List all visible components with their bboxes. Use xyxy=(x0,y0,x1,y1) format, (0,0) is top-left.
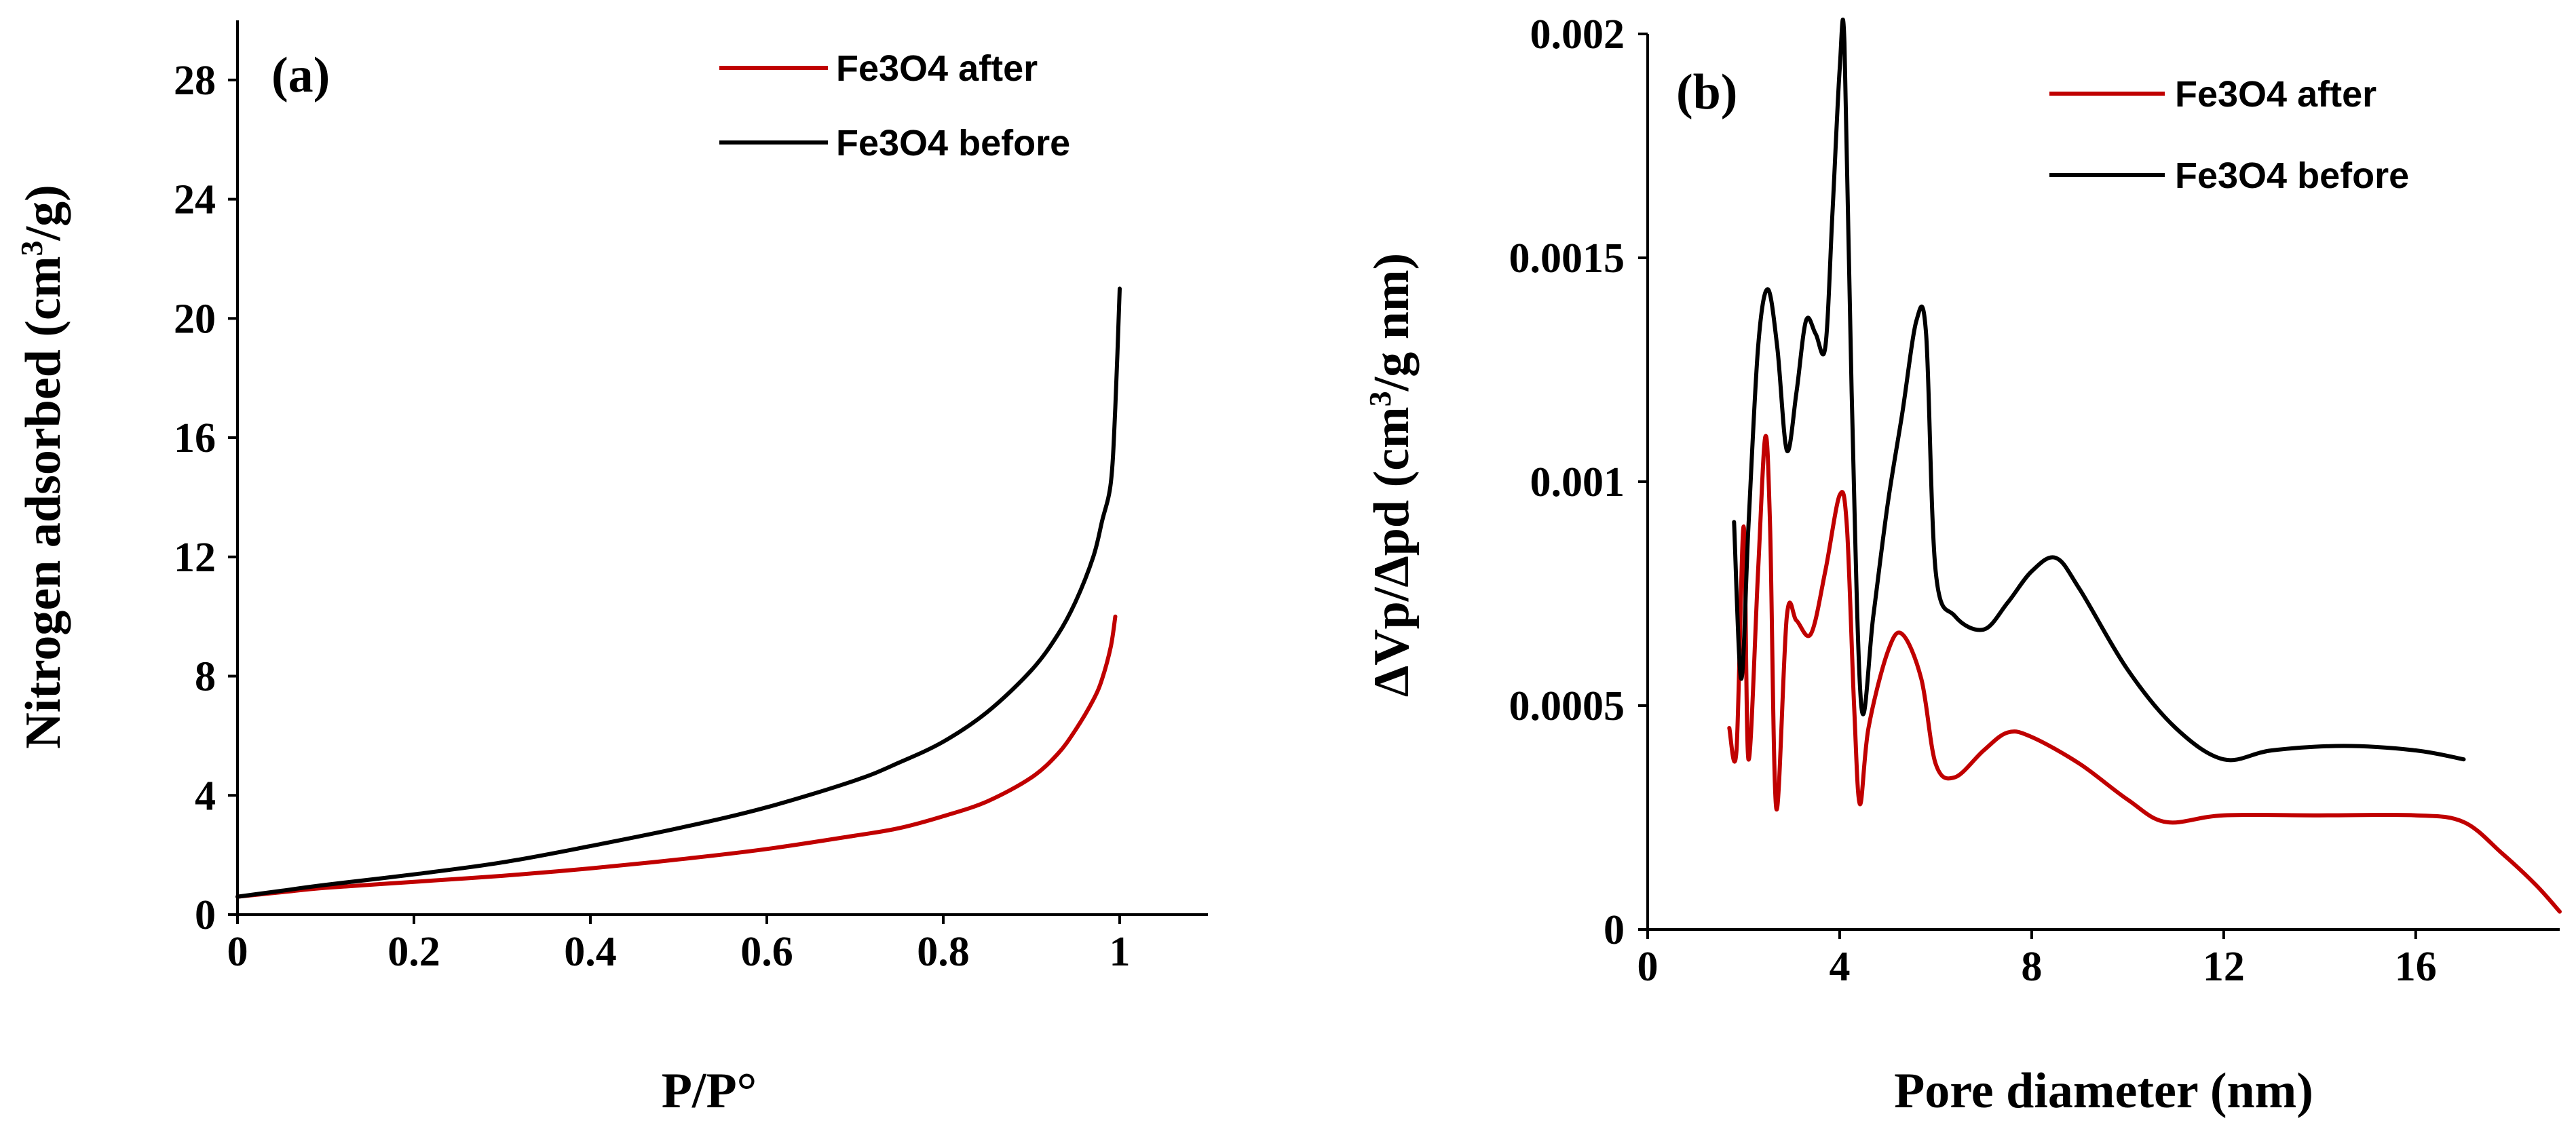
panel-a-x-tick-label: 0.2 xyxy=(387,929,440,975)
panel-a-y-tick-label: 4 xyxy=(195,773,216,819)
panel-a-legend-after: Fe3O4 after xyxy=(836,48,1038,89)
panel-b-y-tick-label: 0.0015 xyxy=(1509,235,1625,282)
panel-a-y-tick-label: 12 xyxy=(174,535,216,581)
panel-a-x-title: P/P° xyxy=(662,1063,757,1119)
panel-b-y-tick-label: 0 xyxy=(1604,907,1625,953)
panel-b-y-title: ΔVp/Δpd (cm3/g nm) xyxy=(1363,253,1420,697)
panel-a-y-tick-label: 28 xyxy=(174,58,216,104)
panel-b-x-tick-label: 4 xyxy=(1829,944,1850,990)
panel-b-legend-after: Fe3O4 after xyxy=(2175,74,2376,115)
panel-a-x-tick-label: 0.8 xyxy=(917,929,970,975)
panel-a-series-before xyxy=(235,286,1122,899)
panel-b-label: (b) xyxy=(1676,64,1737,120)
panel-a-x-tick-label: 0 xyxy=(227,929,248,975)
panel-a-y-tick-label: 24 xyxy=(174,177,216,223)
panel-a-y-tick-label: 8 xyxy=(195,654,216,700)
panel-a-legend-before: Fe3O4 before xyxy=(836,123,1070,164)
panel-b-legend-before: Fe3O4 before xyxy=(2175,155,2409,196)
panel-b-y-tick-label: 0.002 xyxy=(1530,12,1625,58)
panel-a-series-after xyxy=(235,614,1118,899)
panel-b-y-tick-label: 0.001 xyxy=(1530,459,1625,505)
panel-a-y-title: Nitrogen adsorbed (cm3/g) xyxy=(14,185,71,748)
panel-a-y-tick-label: 0 xyxy=(195,892,216,938)
panel-b-series-before xyxy=(1732,17,2466,763)
panel-b-chart: 0 4 8 12 16 0 0.0005 0.001 0.0015 0.002 (b) Fe3O4… xyxy=(1363,12,2562,1119)
panel-a-y-tick-label: 20 xyxy=(174,296,216,342)
panel-b-x-tick-label: 0 xyxy=(1637,944,1659,990)
panel-b-x-title: Pore diameter (nm) xyxy=(1894,1063,2313,1119)
panel-a-x-tick-label: 0.4 xyxy=(564,929,617,975)
panel-b-x-tick-label: 8 xyxy=(2021,944,2042,990)
panel-a-y-tick-label: 16 xyxy=(174,415,216,461)
panel-b-series-after xyxy=(1727,434,2562,914)
panel-a-x-tick-label: 1 xyxy=(1110,929,1131,975)
panel-a-label: (a) xyxy=(271,47,330,103)
panel-a-legend: Fe3O4 after Fe3O4 before xyxy=(719,48,1070,164)
panel-b-legend: Fe3O4 after Fe3O4 before xyxy=(2049,74,2409,196)
panel-a-x-tick-label: 0.6 xyxy=(740,929,793,975)
panel-b-x-tick-label: 16 xyxy=(2395,944,2437,990)
panel-b-y-tick-label: 0.0005 xyxy=(1509,683,1625,729)
panel-a-chart: 0 0.2 0.4 0.6 0.8 1 0 4 8 12 16 20 24 28 (a) Fe3O4 af… xyxy=(14,20,1208,1119)
panel-b-x-tick-label: 12 xyxy=(2203,944,2245,990)
